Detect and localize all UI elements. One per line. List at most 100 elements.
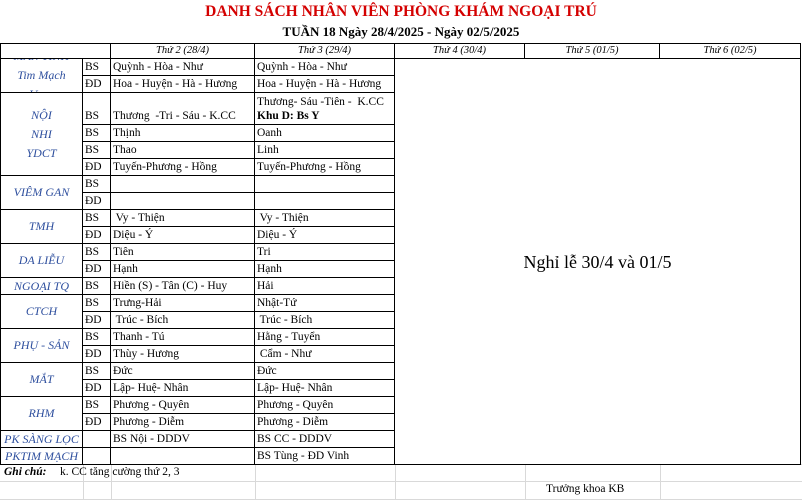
staff-text: Tiên (113, 246, 134, 258)
staff-text: Diệu - Ý (113, 229, 154, 241)
staff-text: Hiền (S) - Tân (C) - Huy (113, 280, 228, 292)
role-text: BS (85, 365, 100, 377)
staff-cell: Hiền (S) - Tân (C) - Huy (111, 278, 255, 295)
staff-cell: Tuyến-Phương - Hồng (255, 159, 395, 176)
department-label: DA LIỄU (18, 253, 65, 267)
staff-cell (255, 176, 395, 193)
role-cell: BS (83, 125, 111, 142)
staff-cell: Hằng - Tuyển (255, 329, 395, 346)
role-text: BS (85, 297, 100, 309)
role-text: ĐD (85, 416, 102, 428)
title: DANH SÁCH NHÂN VIÊN PHÒNG KHÁM NGOẠI TRÚ (205, 3, 597, 20)
department-cell: CTCH (0, 295, 83, 329)
staff-cell: Oanh (255, 125, 395, 142)
department-cell: RHM (0, 397, 83, 431)
department-label: PK SÀNG LỌC (4, 431, 79, 446)
staff-text: Phương - Quyên (113, 399, 190, 411)
department-cell: NỘI NHI YDCT (0, 93, 83, 176)
staff-cell (111, 448, 255, 465)
staff-cell: Quỳnh - Hòa - Như (255, 59, 395, 76)
staff-text: Trưng-Hải (113, 297, 162, 309)
header-text: Thứ 2 (28/4) (156, 45, 209, 56)
staff-cell: Trưng-Hải (111, 295, 255, 312)
role-text: ĐD (85, 229, 102, 241)
header-text: Thứ 5 (01/5) (565, 45, 619, 56)
staff-cell: Hải (255, 278, 395, 295)
department-label: NHI (31, 126, 52, 141)
staff-text: Thương -Tri - Sáu - K.CC (113, 110, 236, 122)
staff-text: Thịnh (113, 127, 141, 139)
column-header: Thứ 5 (01/5) (525, 43, 660, 59)
staff-text: Linh (257, 144, 279, 156)
department-label: RHM (28, 406, 55, 420)
staff-text: Thương- Sáu -Tiên - K.CC (257, 96, 384, 108)
department-label: MẮT (29, 372, 54, 386)
staff-text: Tuyến-Phương - Hồng (113, 161, 217, 173)
staff-cell: Trúc - Bích (111, 312, 255, 329)
staff-cell (111, 176, 255, 193)
role-text: BS (85, 280, 100, 292)
signature: Trưởng khoa KB (546, 483, 625, 495)
staff-cell: Thương -Tri - Sáu - K.CC (111, 93, 255, 125)
staff-cell: Vy - Thiện (111, 210, 255, 227)
staff-cell: Phương - Quyên (111, 397, 255, 414)
role-cell: ĐD (83, 76, 111, 93)
staff-cell: Diệu - Ý (111, 227, 255, 244)
staff-cell: Quỳnh - Hòa - Như (111, 59, 255, 76)
role-text: BS (85, 110, 100, 122)
staff-text: Hoa - Huyện - Hà - Hương (257, 78, 382, 90)
department-cell: VIÊM GAN (0, 176, 83, 210)
department-cell: MÃN TÍNH Tim Mạch Urgo (0, 59, 83, 93)
staff-cell: Hạnh (111, 261, 255, 278)
department-cell: PKTIM MẠCH (0, 448, 83, 465)
role-cell: ĐD (83, 227, 111, 244)
staff-text: Đức (113, 365, 133, 377)
staff-cell: Thanh - Tú (111, 329, 255, 346)
holiday-text: Nghỉ lễ 30/4 và 01/5 (523, 251, 672, 272)
staff-cell: Thịnh (111, 125, 255, 142)
staff-text: Hạnh (257, 263, 282, 275)
staff-cell (255, 193, 395, 210)
department-cell: DA LIỄU (0, 244, 83, 278)
holiday-cell: Nghỉ lễ 30/4 và 01/5 (395, 59, 801, 465)
staff-text: Oanh (257, 127, 282, 139)
grid-line (395, 464, 396, 500)
staff-cell: Phương - Diễm (255, 414, 395, 431)
staff-text: Vy - Thiện (257, 212, 309, 224)
role-text: BS (85, 246, 100, 258)
department-cell: MẮT (0, 363, 83, 397)
staff-cell: Hoa - Huyện - Hà - Hương (111, 76, 255, 93)
role-text: BS (85, 61, 100, 73)
grid-line (83, 464, 84, 500)
department-label: NỘI (31, 107, 52, 122)
role-cell: ĐD (83, 261, 111, 278)
role-cell: BS (83, 397, 111, 414)
role-cell: BS (83, 329, 111, 346)
staff-text: Tri (257, 246, 271, 258)
staff-text: BS Nội - DDDV (113, 433, 190, 445)
role-cell: BS (83, 295, 111, 312)
department-label: YDCT (26, 145, 57, 160)
staff-text: Lập- Huệ- Nhân (113, 382, 189, 394)
staff-text: Trúc - Bích (113, 314, 169, 326)
role-text: BS (85, 212, 100, 224)
role-cell: BS (83, 176, 111, 193)
role-text: BS (85, 178, 100, 190)
role-text: ĐD (85, 348, 102, 360)
role-text: ĐD (85, 78, 102, 90)
staff-cell: Diệu - Ý (255, 227, 395, 244)
staff-text: Hằng - Tuyển (257, 331, 321, 343)
role-cell: ĐD (83, 380, 111, 397)
role-text: ĐD (85, 263, 102, 275)
staff-cell: Phương - Diễm (111, 414, 255, 431)
staff-cell: Tiên (111, 244, 255, 261)
grid-line (255, 464, 256, 500)
department-cell: TMH (0, 210, 83, 244)
role-cell: ĐD (83, 346, 111, 363)
role-text: BS (85, 127, 100, 139)
column-header: Thứ 4 (30/4) (395, 43, 525, 59)
staff-cell: Vy - Thiện (255, 210, 395, 227)
staff-cell: Đức (111, 363, 255, 380)
staff-text: Cẩm - Như (257, 348, 312, 360)
